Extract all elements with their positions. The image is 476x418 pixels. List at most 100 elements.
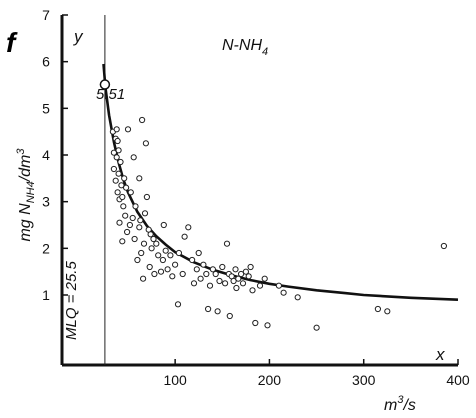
y-tick-label: 3	[42, 194, 50, 210]
data-point	[230, 277, 237, 285]
data-point	[146, 263, 153, 271]
data-point	[153, 240, 160, 247]
data-point	[223, 240, 231, 247]
y-tick-label: 5	[42, 100, 50, 116]
data-point	[140, 240, 148, 247]
y-axis-label-superscript: 3	[15, 148, 27, 155]
data-point	[190, 280, 198, 287]
chart-title-main: N-NH	[222, 37, 262, 54]
data-point	[384, 308, 391, 315]
data-point	[159, 256, 166, 264]
data-point	[113, 126, 120, 133]
data-point	[169, 273, 176, 280]
data-point	[249, 287, 256, 294]
data-point	[219, 263, 226, 271]
data-point	[141, 210, 149, 217]
highlight-point	[99, 79, 111, 90]
data-point	[242, 268, 249, 275]
data-point	[235, 275, 242, 282]
data-point	[117, 158, 124, 166]
y-axis-letter: y	[73, 27, 84, 46]
x-axis-label-superscript: 3	[397, 394, 404, 406]
data-point	[118, 182, 125, 189]
data-point	[197, 275, 204, 282]
fit-curve	[102, 63, 459, 301]
chart-title: N-NH4	[222, 37, 268, 58]
data-point	[112, 177, 119, 184]
data-point	[195, 249, 202, 257]
y-tick-label: 6	[42, 54, 50, 70]
data-point	[110, 149, 118, 156]
data-point	[148, 245, 155, 252]
data-point	[120, 203, 127, 210]
data-point	[222, 280, 229, 287]
data-point	[127, 189, 134, 196]
data-point	[130, 154, 137, 161]
data-point	[137, 217, 144, 224]
data-point	[119, 193, 126, 201]
data-point	[233, 284, 240, 292]
data-point	[275, 282, 282, 289]
x-axis-label-base: m	[384, 397, 397, 414]
x-axis-label: m3/s	[384, 394, 416, 414]
data-point	[113, 154, 120, 161]
data-point	[264, 322, 271, 329]
panel-letter: f	[6, 27, 18, 58]
data-point	[140, 275, 147, 282]
data-point	[232, 266, 239, 273]
data-point	[162, 247, 169, 254]
data-point	[132, 203, 139, 210]
data-point	[200, 261, 207, 268]
data-point	[115, 147, 122, 154]
data-point	[189, 256, 196, 264]
y-tick-label: 4	[42, 147, 50, 163]
data-point	[114, 137, 121, 145]
data-point	[185, 224, 192, 231]
x-tick-label: 400	[446, 372, 470, 388]
data-point	[139, 116, 146, 124]
data-point	[110, 165, 118, 173]
data-point	[214, 308, 221, 315]
data-point	[129, 214, 136, 222]
data-point	[147, 231, 154, 238]
x-tick-label: 100	[163, 372, 187, 388]
data-point	[160, 221, 167, 229]
y-tick-label: 2	[42, 240, 50, 256]
data-point	[440, 242, 447, 250]
data-point	[126, 221, 133, 229]
data-point	[155, 252, 162, 259]
data-point	[252, 319, 259, 327]
data-point	[122, 212, 129, 219]
data-point	[181, 233, 188, 240]
y-axis-label: mg NNH4/dm3	[15, 148, 37, 242]
data-point	[151, 270, 158, 278]
x-axis-letter: x	[435, 345, 445, 364]
data-point	[193, 266, 200, 273]
data-point	[239, 280, 247, 287]
data-point	[294, 294, 301, 301]
x-tick-label: 300	[352, 372, 376, 388]
data-point	[238, 270, 245, 278]
data-point	[124, 228, 131, 236]
y-axis-label-prefix: mg N	[17, 203, 34, 242]
x-axis-label-suffix: /s	[402, 397, 415, 414]
data-point	[261, 275, 268, 282]
data-point	[157, 268, 165, 275]
data-point	[205, 305, 212, 313]
data-point	[374, 305, 381, 313]
highlight-point-label: 5.51	[96, 86, 125, 103]
data-point	[143, 193, 150, 201]
data-point	[280, 289, 287, 296]
data-point	[115, 170, 122, 177]
data-point	[136, 175, 143, 182]
data-point	[136, 224, 143, 231]
mlq-label: MLQ = 25.5	[63, 261, 80, 340]
chart-title-subscript: 4	[262, 46, 268, 58]
data-point	[212, 270, 219, 278]
data-point	[116, 219, 123, 226]
y-tick-label: 7	[42, 7, 50, 23]
data-point	[203, 270, 210, 278]
data-point	[164, 266, 171, 273]
data-point	[121, 175, 128, 182]
